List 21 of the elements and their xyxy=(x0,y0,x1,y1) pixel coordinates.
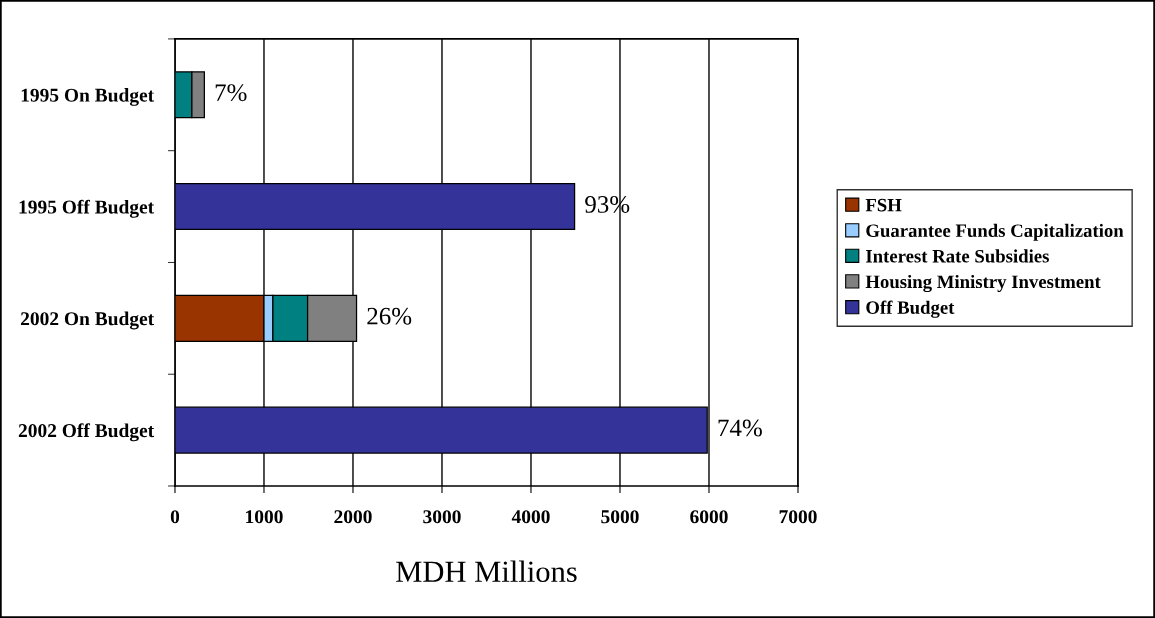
x-tick-label: 6000 xyxy=(690,510,728,524)
annotation: 7% xyxy=(215,84,247,102)
x-axis-title: MDH Millions xyxy=(396,560,577,583)
y-tick-label: 1995 On Budget xyxy=(21,88,155,106)
annotation: 74% xyxy=(718,419,762,437)
legend-label: FSH xyxy=(865,198,902,212)
legend-label: Off Budget xyxy=(866,300,955,318)
x-tick-label: 4000 xyxy=(511,510,550,524)
y-tick-label: 1995 Off Budget xyxy=(19,199,155,218)
x-tick-label: 5000 xyxy=(601,510,639,524)
y-tick-label: 2002 On Budget xyxy=(20,311,155,330)
annotation: 26% xyxy=(367,307,412,325)
x-tick-label: 3000 xyxy=(423,510,461,524)
x-tick-label: 1000 xyxy=(246,510,283,524)
x-tick-label: 0 xyxy=(170,510,180,524)
legend-label: Housing Ministry Investment xyxy=(865,274,1101,293)
legend-label: Guarantee Funds Capitalization xyxy=(866,223,1124,241)
x-tick-label: 2000 xyxy=(334,510,372,524)
x-tick-label: 7000 xyxy=(779,510,817,524)
legend-label: Interest Rate Subsidies xyxy=(866,249,1049,263)
y-tick-label: 2002 Off Budget xyxy=(18,423,155,442)
